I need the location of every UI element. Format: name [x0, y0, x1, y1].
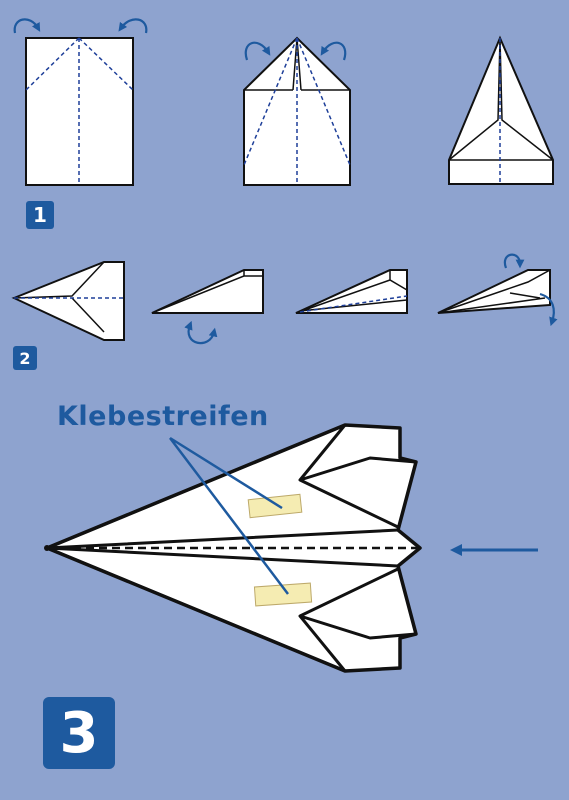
step1-panel-c [448, 35, 554, 185]
flap-edges [448, 37, 554, 161]
flap-edges [13, 261, 105, 333]
step1-panel-b [243, 36, 351, 186]
paper-folded [448, 35, 554, 185]
fold-arrow-right-icon [320, 41, 347, 61]
tape-label: Klebestreifen [57, 401, 269, 432]
fold-line [25, 37, 134, 185]
step2-panel-b [151, 269, 264, 345]
label-pointer-lines [169, 436, 289, 595]
fold-arrow-icon [184, 320, 218, 345]
step2-panel-c [295, 269, 408, 314]
step-badge-3: 3 [43, 697, 115, 769]
step2-panel-d [437, 253, 558, 327]
finished-plane [44, 423, 538, 673]
step1-panel-a [13, 18, 148, 186]
flap-edges [295, 270, 408, 314]
fold-line [243, 37, 351, 185]
step-badge-2: 2 [13, 346, 37, 370]
flap-edges [244, 37, 350, 91]
fold-arrow-up-icon [503, 253, 525, 269]
fold-arrow-down-icon [539, 292, 558, 327]
fold-arrow-left-icon [13, 18, 41, 34]
fold-arrow-left-icon [244, 41, 271, 61]
wing-fold-edges [46, 423, 417, 673]
nose-point [44, 545, 50, 551]
step-badge-1: 1 [26, 201, 54, 229]
fold-arrow-right-icon [118, 18, 148, 34]
flap-edges [437, 269, 551, 314]
tape-strip-top [247, 493, 303, 519]
paper-folded [11, 261, 125, 341]
step2-panel-a [11, 261, 125, 341]
flap-edges [151, 270, 263, 314]
